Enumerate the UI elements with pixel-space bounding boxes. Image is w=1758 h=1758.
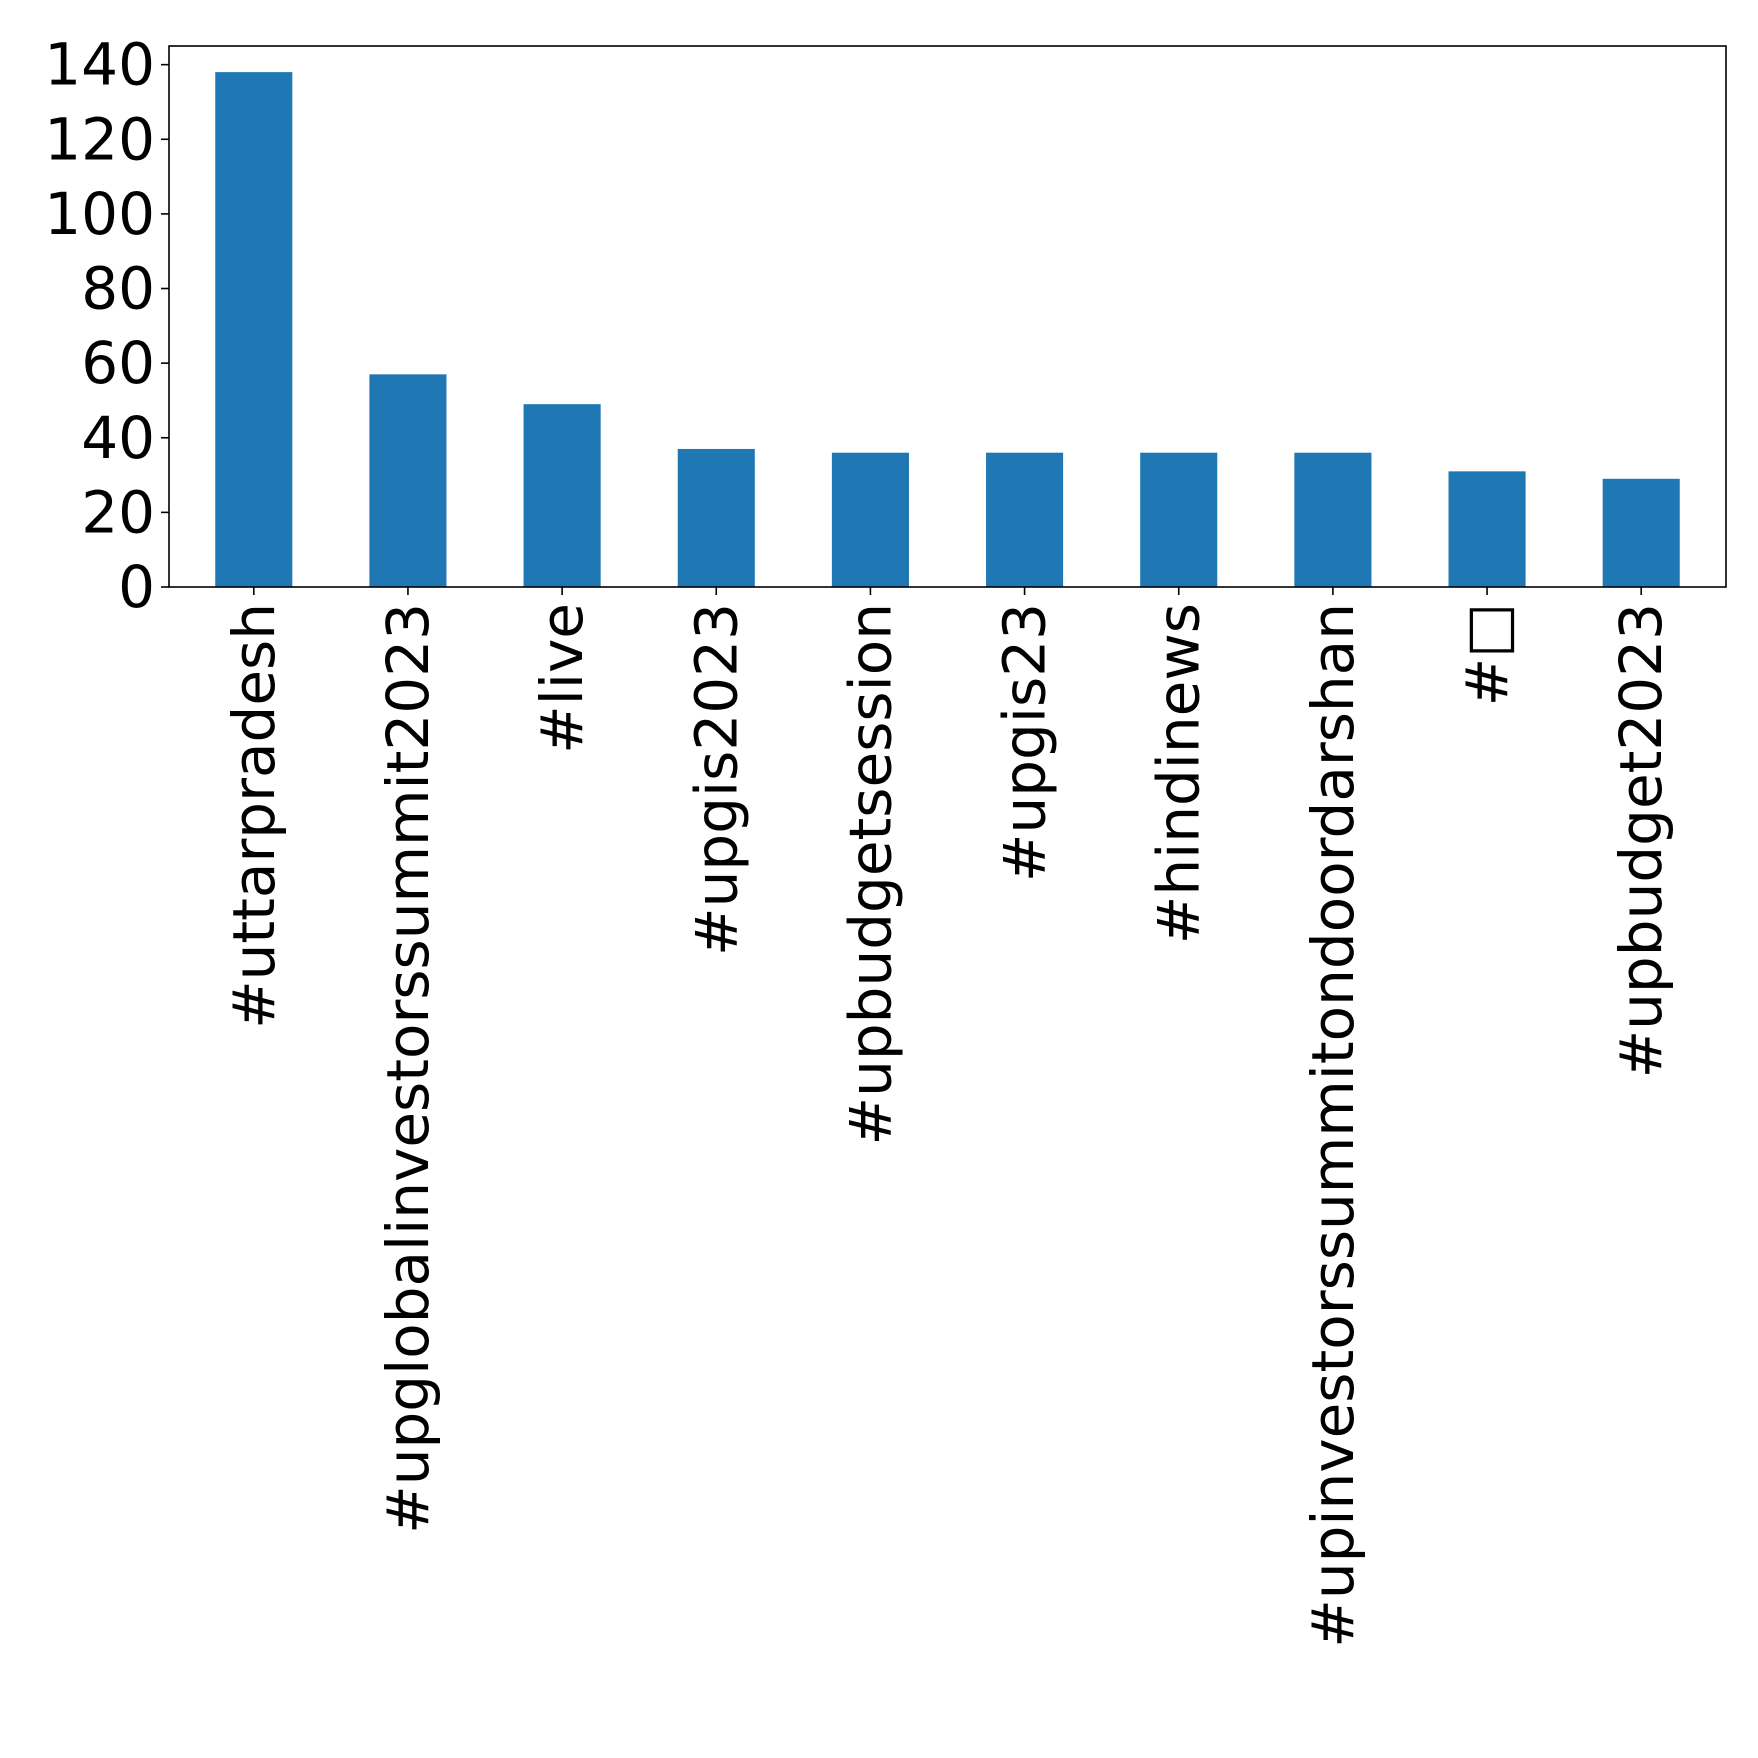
y-tick-label-1: 20: [81, 478, 155, 546]
bar-1: [369, 374, 447, 587]
x-tick-label-1: #upglobalinvestorssummit2023: [374, 603, 442, 1534]
y-tick-label-0: 0: [118, 553, 155, 621]
y-tick-label-5: 100: [44, 180, 155, 248]
x-tick-label-6: #hindinews: [1145, 603, 1213, 944]
x-tick-label-3: #upgis2023: [682, 603, 750, 956]
bar-4: [831, 452, 909, 587]
bar-3: [677, 448, 755, 587]
bar-2: [523, 404, 601, 587]
x-tick-label-8: #□: [1453, 603, 1521, 706]
bar-0: [215, 72, 293, 587]
y-tick-label-6: 120: [44, 105, 155, 173]
bar-7: [1294, 452, 1372, 587]
x-tick-label-5: #upgis23: [991, 603, 1059, 882]
bar-6: [1140, 452, 1218, 587]
x-axis: #uttarpradesh #upglobalinvestorssummit202…: [220, 587, 1675, 1648]
x-tick-label-7: #upinvestorssummitondoordarshan: [1299, 603, 1367, 1648]
x-tick-label-4: #upbudgetsession: [836, 603, 904, 1146]
y-tick-label-2: 40: [81, 404, 155, 472]
bar-8: [1448, 471, 1526, 587]
y-tick-label-7: 140: [44, 31, 155, 99]
bar-9: [1602, 478, 1680, 587]
y-tick-label-3: 60: [81, 329, 155, 397]
bar-5: [986, 452, 1064, 587]
x-tick-label-0: #uttarpradesh: [220, 603, 288, 1029]
x-tick-label-9: #upbudget2023: [1607, 603, 1675, 1078]
y-tick-label-4: 80: [81, 255, 155, 323]
plot-frame: [168, 45, 1727, 588]
x-tick-label-2: #live: [528, 603, 596, 754]
bars-group: [215, 72, 1680, 587]
